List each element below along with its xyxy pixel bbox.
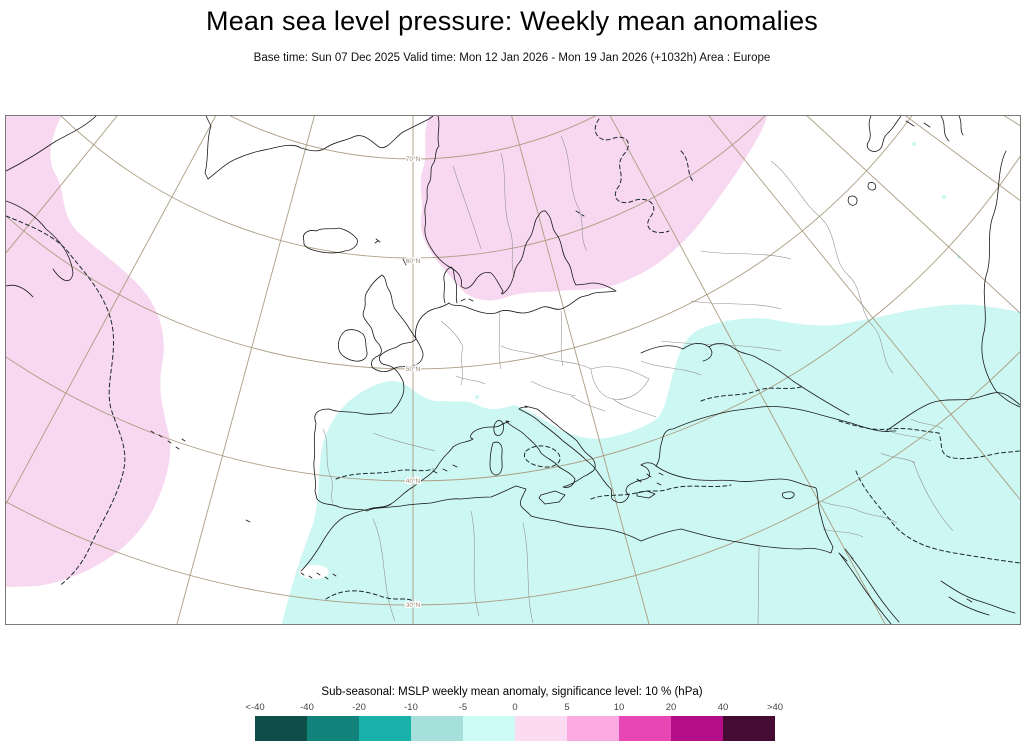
- coast-ireland: [337, 329, 368, 362]
- legend-swatch: [515, 716, 567, 741]
- legend-swatch: [567, 716, 619, 741]
- lat-label-70n: 70°N: [406, 155, 421, 163]
- meridian: [609, 116, 886, 624]
- legend-tick-label: -10: [404, 702, 418, 713]
- legend-swatch: [619, 716, 671, 741]
- legend-tick-label: 10: [613, 702, 625, 713]
- meridian: [6, 116, 118, 254]
- contour-middle-east-north: [838, 420, 1020, 460]
- lat-label-60n: 60°N: [406, 257, 421, 265]
- coast-adriatic-balkans: [518, 408, 612, 490]
- negative-anomaly-fleck: [941, 194, 947, 200]
- coast-white-sea: [866, 116, 931, 152]
- coast-turkey-south-levant: [655, 465, 834, 548]
- lat-label-50n: 50°N: [406, 365, 421, 373]
- coast-balearics: [432, 464, 458, 474]
- coast-persian-gulf: [940, 580, 1016, 616]
- coast-italy: [505, 405, 596, 488]
- negative-anomaly-region-mediterranean: [282, 304, 1020, 624]
- coast-turkey-blacksea: [655, 406, 897, 467]
- no-data-gap-canaries: [299, 565, 329, 579]
- contour-morocco: [325, 590, 414, 602]
- contour-atlantic: [6, 215, 126, 587]
- coast-red-sea: [838, 548, 900, 624]
- coast-madeira: [245, 519, 251, 523]
- legend-title: Sub-seasonal: MSLP weekly mean anomaly, …: [321, 686, 703, 698]
- coast-canaries: [300, 572, 337, 580]
- coast-north-africa: [300, 485, 834, 572]
- coast-denmark: [443, 266, 474, 304]
- legend-swatch: [723, 716, 775, 741]
- coastlines: [6, 116, 1020, 624]
- meridian: [905, 116, 1020, 202]
- legend-swatch: [411, 716, 463, 741]
- coast-baffin: [6, 116, 97, 172]
- anomaly-shading: [6, 116, 1020, 624]
- legend-colorbar: [255, 716, 775, 741]
- page-title: Mean sea level pressure: Weekly mean ano…: [206, 6, 818, 36]
- coast-faroe: [374, 238, 381, 244]
- coast-sicily: [538, 490, 566, 505]
- legend-swatch: [671, 716, 723, 741]
- meridian: [708, 116, 1020, 501]
- lat-label-30n: 30°N: [406, 601, 421, 609]
- page-subtitle: Base time: Sun 07 Dec 2025 Valid time: M…: [253, 52, 771, 64]
- anomaly-contours: [6, 118, 1020, 602]
- legend: Sub-seasonal: MSLP weekly mean anomaly, …: [0, 660, 1024, 747]
- meridian: [806, 116, 1020, 314]
- contour-aegean: [590, 484, 732, 500]
- anomaly-map: 70°N 60°N 50°N 40°N 30°N: [6, 116, 1020, 624]
- graticule: [6, 116, 1020, 624]
- coast-azores: [150, 430, 186, 450]
- legend-tick-label: -20: [352, 702, 366, 713]
- meridian: [6, 116, 217, 505]
- latitude-labels: 70°N 60°N 50°N 40°N 30°N: [404, 154, 421, 611]
- legend-tick-label: 0: [512, 702, 518, 713]
- coast-great-britain: [362, 274, 424, 372]
- lat-label-40n: 40°N: [406, 477, 421, 485]
- coast-corsica: [493, 420, 505, 436]
- coast-sardinia: [489, 441, 503, 476]
- lake-onega: [867, 182, 877, 191]
- legend-tick-label: >40: [766, 702, 784, 713]
- contour-scandinavia-2: [575, 150, 694, 217]
- legend-tick-label: 40: [717, 702, 729, 713]
- legend-swatch: [359, 716, 411, 741]
- legend-tick-label: -5: [458, 702, 468, 713]
- coast-shetland: [402, 258, 407, 266]
- coast-black-sea-north: [640, 343, 850, 416]
- positive-anomaly-region-scandinavia: [420, 116, 767, 301]
- negative-anomaly-fleck: [911, 141, 917, 147]
- coast-novaya-zemlya: [940, 116, 964, 142]
- contour-scandinavia: [594, 118, 670, 234]
- legend-tick-label: <-40: [245, 702, 265, 713]
- map-panel: 70°N 60°N 50°N 40°N 30°N: [5, 115, 1021, 625]
- contour-spain: [335, 468, 434, 480]
- coast-labrador: [6, 200, 74, 298]
- meridian: [176, 116, 315, 624]
- coast-greenland: [204, 116, 434, 180]
- coast-crete: [636, 490, 656, 499]
- legend-swatch: [255, 716, 307, 741]
- coast-caucasus-caspian-south: [885, 392, 1020, 432]
- coast-cyprus: [781, 491, 795, 500]
- legend-swatch: [307, 716, 359, 741]
- legend-tick-label: -40: [300, 702, 314, 713]
- coast-west-europe-iberia: [313, 302, 510, 512]
- lake-geneva-fleck: [474, 394, 480, 400]
- country-borders: [322, 135, 954, 624]
- coast-scandinavia-baltic: [424, 116, 617, 314]
- contour-middle-east-south: [855, 470, 1020, 564]
- legend-tick-label: 20: [665, 702, 677, 713]
- legend-tick-label: 5: [564, 702, 570, 713]
- coast-greece-aegean: [610, 462, 664, 503]
- coast-iceland: [302, 227, 358, 254]
- meridian: [511, 116, 650, 624]
- contour-tyrrhenian: [524, 445, 561, 468]
- lake-ladoga: [847, 195, 858, 206]
- legend-tick-row: <-40 -40 -20 -10 -5 0 5 10 20 40 >40: [0, 702, 1024, 714]
- contour-black-sea: [700, 386, 802, 402]
- legend-swatch: [463, 716, 515, 741]
